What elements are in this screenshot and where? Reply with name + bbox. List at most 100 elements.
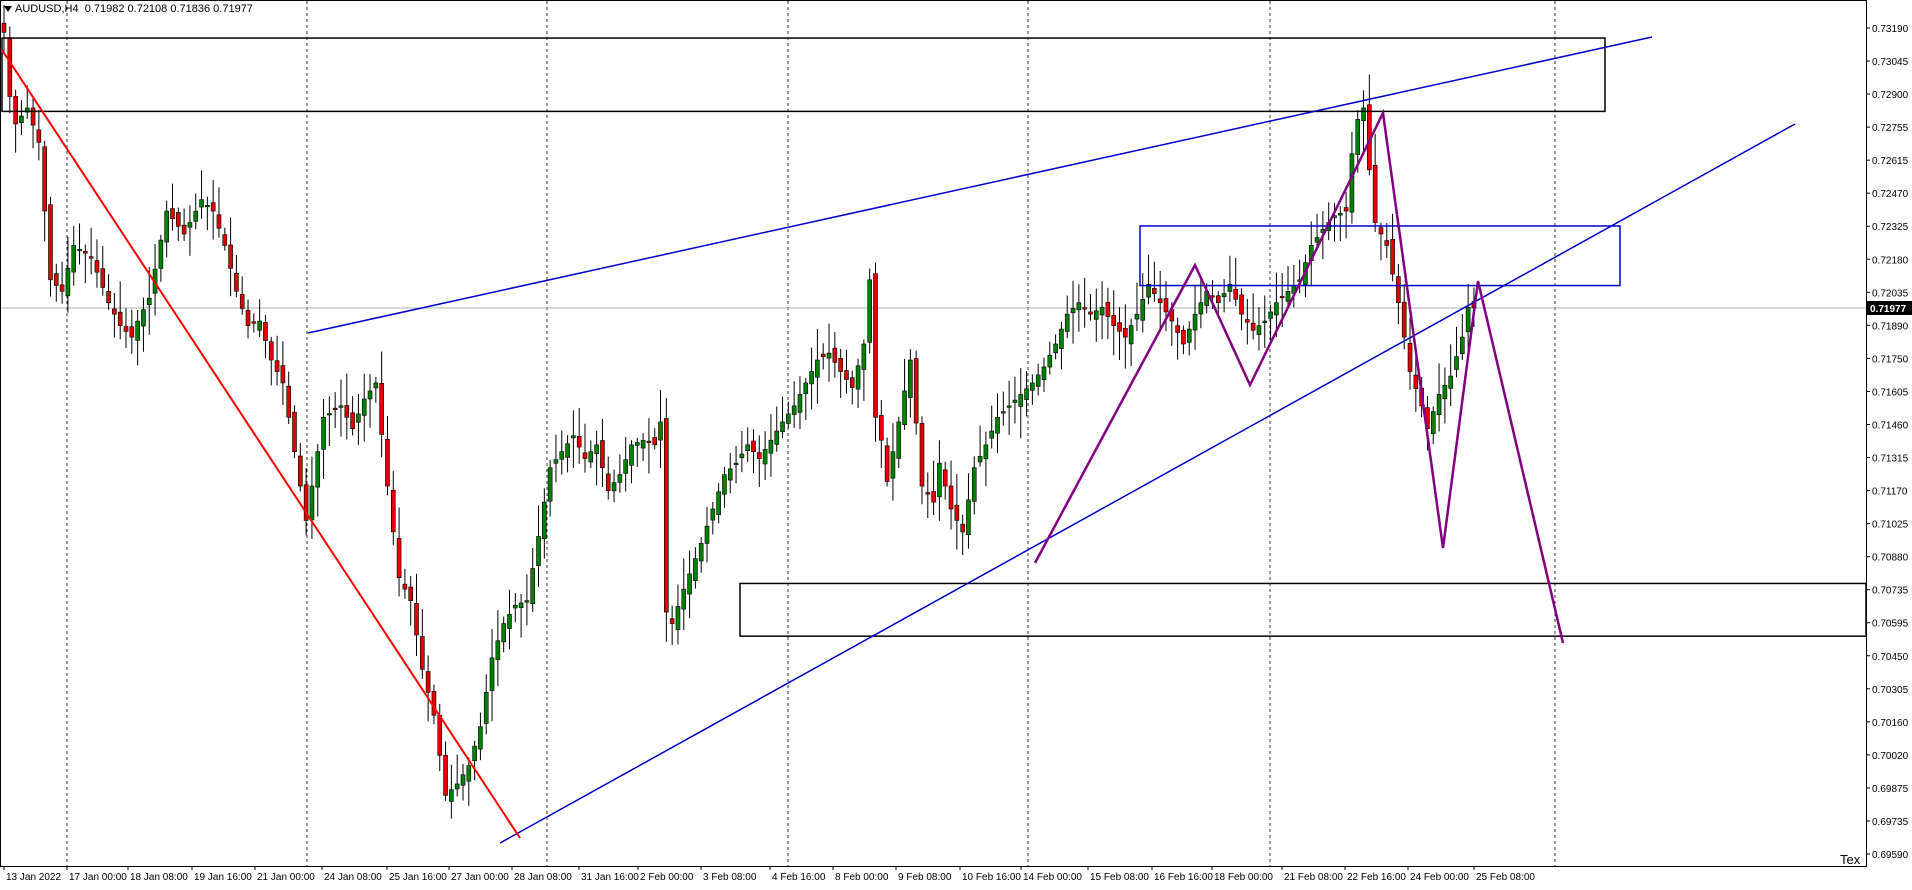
bear-candle-body [223, 235, 227, 246]
candle [659, 390, 663, 468]
candle [391, 471, 395, 545]
bear-candle-body [246, 310, 250, 325]
candle [43, 141, 47, 242]
bear-candle-body [1176, 326, 1180, 333]
candle [1112, 290, 1116, 355]
candle [1071, 281, 1075, 344]
candle [722, 467, 726, 508]
candle [1373, 134, 1377, 232]
candle [1257, 307, 1261, 350]
candle [72, 226, 76, 286]
candle [473, 741, 477, 780]
candle [78, 223, 82, 264]
bear-candle-body [298, 456, 302, 486]
bear-candle-body [263, 322, 267, 340]
bull-candle-body [705, 526, 709, 543]
bear-candle-body [1083, 308, 1087, 310]
bear-candle-body [943, 470, 947, 486]
y-tick-label: 0.71025 [1872, 520, 1909, 531]
candle [699, 537, 703, 572]
candle [908, 349, 912, 417]
bear-candle-body [101, 269, 105, 288]
bear-candle-body [83, 251, 87, 253]
candle [763, 431, 767, 480]
bear-candle-body [182, 225, 186, 234]
bear-candle-body [1234, 289, 1238, 299]
candle [182, 208, 186, 241]
candle [740, 431, 744, 472]
y-tick-label: 0.71605 [1872, 387, 1909, 398]
x-tick-label: 14 Feb 00:00 [1023, 872, 1082, 883]
bull-candle-body [746, 445, 750, 451]
bear-candle-body [949, 486, 953, 509]
candle [914, 351, 918, 435]
candle [1396, 264, 1400, 324]
bull-candle-body [327, 413, 331, 415]
ohlc-readout: 0.71982 0.72108 0.71836 0.71977 [85, 3, 253, 15]
candle [955, 474, 959, 550]
bull-candle-body [449, 790, 453, 802]
bull-candle-body [513, 605, 517, 608]
candle [897, 417, 901, 468]
candle [1263, 295, 1267, 347]
candle [397, 508, 401, 597]
bull-candle-body [1001, 412, 1005, 414]
x-tick-label: 21 Feb 08:00 [1284, 872, 1343, 883]
bear-candle-body [1280, 296, 1284, 298]
candle [200, 170, 204, 219]
candle [194, 194, 198, 230]
candle [1385, 223, 1389, 258]
candle [1019, 368, 1023, 438]
bull-candle-body [1356, 119, 1360, 154]
bull-candle-body [635, 443, 639, 446]
candle [490, 629, 494, 721]
down-trend-line [2, 50, 520, 838]
bear-candle-body [874, 274, 878, 418]
candle [548, 460, 552, 517]
bear-candle-body [879, 415, 883, 440]
candle [612, 470, 616, 503]
current-price-label: 0.71977 [1870, 304, 1907, 315]
bear-candle-body [252, 322, 256, 324]
candle [1391, 214, 1395, 281]
bear-candle-body [43, 147, 47, 211]
y-tick-label: 0.70880 [1872, 553, 1909, 564]
bear-candle-body [600, 440, 604, 467]
dropdown-triangle-icon[interactable] [4, 6, 12, 12]
bull-candle-body [19, 116, 23, 123]
candle [188, 205, 192, 255]
bear-candle-body [914, 358, 918, 423]
bull-candle-body [815, 360, 819, 377]
candle [676, 584, 680, 644]
bull-candle-body [200, 200, 204, 207]
candle [298, 443, 302, 491]
candle [798, 376, 802, 429]
bear-candle-body [1216, 296, 1220, 303]
x-tick-label: 13 Jan 2022 [6, 872, 61, 883]
bull-candle-body [699, 543, 703, 561]
bull-candle-body [711, 509, 715, 520]
bear-candle-body [1123, 328, 1127, 337]
candle [961, 515, 965, 555]
candle [1141, 273, 1145, 332]
candle [670, 606, 674, 645]
bull-candle-body [618, 475, 622, 483]
bear-candle-body [2, 23, 6, 32]
bear-candle-body [1402, 302, 1406, 337]
bull-candle-body [66, 268, 70, 295]
y-tick-label: 0.71315 [1872, 454, 1909, 465]
candle [89, 228, 93, 275]
candle [426, 655, 430, 721]
bull-candle-body [1129, 326, 1133, 344]
candle [595, 431, 599, 485]
candle [502, 617, 506, 653]
candle [385, 416, 389, 495]
bear-candle-body [1158, 299, 1162, 303]
candle [647, 418, 651, 473]
bull-candle-body [1455, 357, 1459, 370]
candle [693, 547, 697, 588]
bear-candle-body [403, 584, 407, 589]
bear-candle-body [275, 361, 279, 372]
